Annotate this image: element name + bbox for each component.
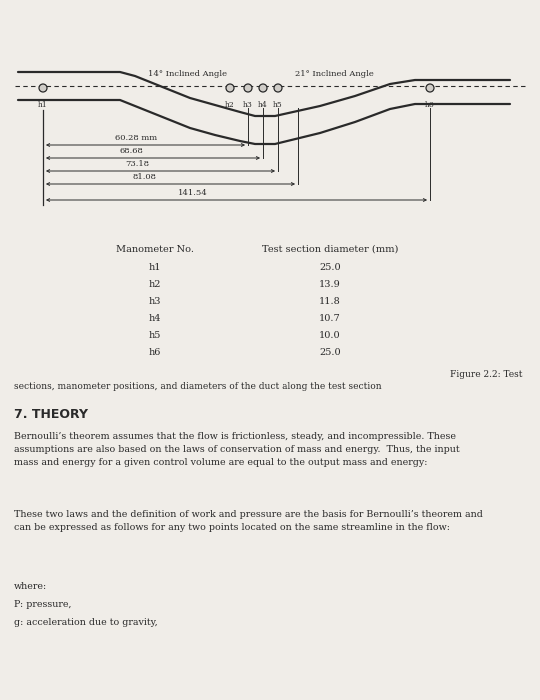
Text: h5: h5 xyxy=(149,331,161,340)
Circle shape xyxy=(274,84,282,92)
Text: h5: h5 xyxy=(273,101,283,109)
Text: Bernoulli’s theorem assumes that the flow is frictionless, steady, and incompres: Bernoulli’s theorem assumes that the flo… xyxy=(14,432,460,467)
Text: 81.08: 81.08 xyxy=(132,173,156,181)
Text: h6: h6 xyxy=(425,101,435,109)
Text: h6: h6 xyxy=(149,348,161,357)
Text: sections, manometer positions, and diameters of the duct along the test section: sections, manometer positions, and diame… xyxy=(14,382,382,391)
Circle shape xyxy=(226,84,234,92)
Circle shape xyxy=(244,84,252,92)
Text: 10.7: 10.7 xyxy=(319,314,341,323)
Text: 13.9: 13.9 xyxy=(319,280,341,289)
Text: P: pressure,: P: pressure, xyxy=(14,600,71,609)
Text: h2: h2 xyxy=(225,101,235,109)
Text: h3: h3 xyxy=(243,101,253,109)
Text: 73.18: 73.18 xyxy=(125,160,150,168)
Text: 25.0: 25.0 xyxy=(319,348,341,357)
Text: 10.0: 10.0 xyxy=(319,331,341,340)
Text: Figure 2.2: Test: Figure 2.2: Test xyxy=(449,370,522,379)
Circle shape xyxy=(259,84,267,92)
Circle shape xyxy=(426,84,434,92)
Text: 11.8: 11.8 xyxy=(319,297,341,306)
Text: h1: h1 xyxy=(148,263,161,272)
Text: 141.54: 141.54 xyxy=(178,189,208,197)
Text: h4: h4 xyxy=(258,101,268,109)
Text: h4: h4 xyxy=(148,314,161,323)
Text: h1: h1 xyxy=(38,101,48,109)
Text: g: acceleration due to gravity,: g: acceleration due to gravity, xyxy=(14,618,158,627)
Text: 7. THEORY: 7. THEORY xyxy=(14,408,88,421)
Text: 25.0: 25.0 xyxy=(319,263,341,272)
Text: 14° Inclined Angle: 14° Inclined Angle xyxy=(148,70,227,78)
Text: h2: h2 xyxy=(148,280,161,289)
Text: Manometer No.: Manometer No. xyxy=(116,245,194,254)
Text: These two laws and the definition of work and pressure are the basis for Bernoul: These two laws and the definition of wor… xyxy=(14,510,483,532)
Circle shape xyxy=(39,84,47,92)
Text: h3: h3 xyxy=(148,297,161,306)
Text: Test section diameter (mm): Test section diameter (mm) xyxy=(262,245,398,254)
Text: 60.28 mm: 60.28 mm xyxy=(114,134,157,142)
Text: 68.68: 68.68 xyxy=(120,147,144,155)
Text: 21° Inclined Angle: 21° Inclined Angle xyxy=(295,70,374,78)
Text: where:: where: xyxy=(14,582,48,591)
